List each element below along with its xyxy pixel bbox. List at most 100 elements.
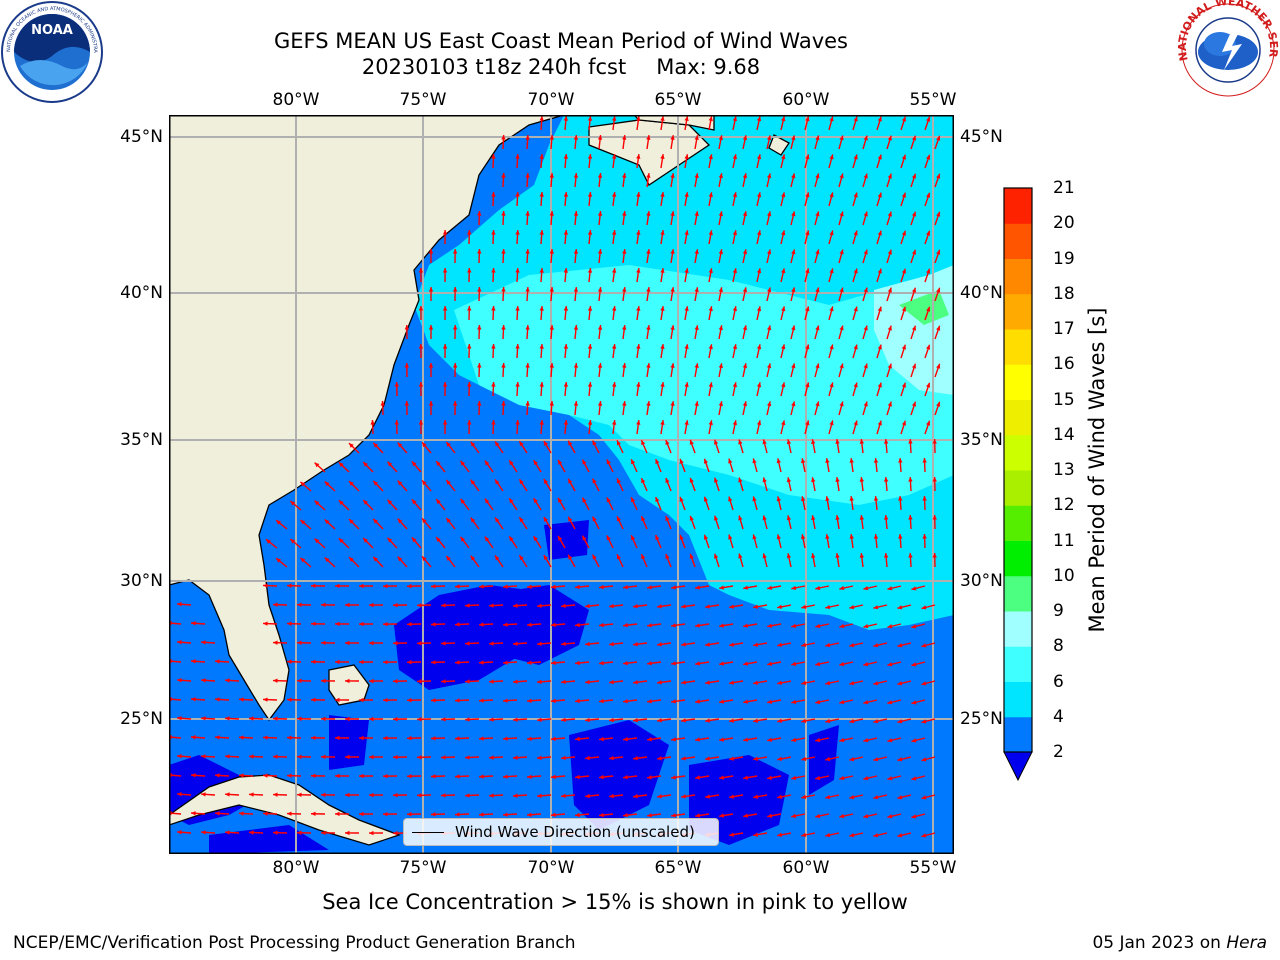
arrow-head (887, 325, 892, 331)
arrow-head (829, 154, 834, 160)
arrow-head (853, 420, 858, 426)
arrow-head (657, 756, 662, 761)
arrow-head (297, 640, 302, 645)
arrow-head (695, 585, 700, 590)
arrow-head (791, 813, 797, 818)
arrow-head (786, 477, 792, 483)
arrow-head (660, 116, 665, 121)
arrow-head (839, 737, 845, 743)
arrow-head (465, 603, 470, 608)
arrow-head (599, 812, 604, 818)
arrow-head (636, 344, 641, 349)
arrow-head (324, 557, 330, 563)
arrow-head (417, 717, 422, 722)
arrow-head (728, 534, 733, 540)
arrow-head (849, 642, 855, 648)
arrow-head (373, 480, 379, 486)
arrow-head (641, 478, 646, 484)
arrow-head (756, 268, 762, 274)
arrow-head (397, 480, 403, 486)
arrow-head (215, 697, 220, 702)
arrow-head (849, 756, 855, 762)
arrow-head (321, 678, 326, 684)
ocean-under-2s (169, 520, 839, 854)
arrow-head (695, 813, 700, 818)
arrow-head (573, 325, 579, 330)
arrow-head (501, 401, 506, 406)
arrow-head (527, 774, 532, 779)
arrow-head (752, 496, 757, 502)
arrow-head (201, 640, 206, 645)
arrow-head (582, 497, 587, 503)
arrow-head (539, 230, 544, 235)
arrow-head (694, 249, 699, 255)
arrow-head (887, 211, 892, 217)
arrow-head (670, 211, 675, 216)
arrow-head (777, 832, 783, 837)
arrow-head (646, 363, 651, 368)
lon-label-top: 65°W (654, 90, 702, 110)
arrow-head (825, 534, 830, 539)
arrow-head (177, 640, 182, 645)
arrow-head (829, 268, 834, 274)
arrow-head (616, 554, 621, 560)
arrow-head (597, 287, 603, 292)
arrow-head (791, 623, 797, 628)
colorbar (1003, 187, 1033, 782)
arrow-head (743, 699, 749, 704)
arrow-head (470, 441, 476, 447)
arrow-head (729, 832, 734, 837)
arrow-head (563, 154, 569, 159)
arrow-head (527, 660, 532, 665)
arrow-head (718, 325, 723, 331)
arrow-head (815, 813, 821, 819)
arrow-head (622, 401, 627, 406)
arrow-head (369, 678, 374, 684)
arrow-head (428, 287, 434, 292)
arrow-head (801, 604, 807, 610)
arrow-head (670, 363, 675, 368)
arrow-head (694, 211, 699, 217)
arrow-head (695, 737, 700, 742)
arrow-head (911, 738, 917, 743)
arrow-head (684, 344, 689, 350)
arrow-head (777, 642, 783, 647)
arrow-head (756, 154, 762, 160)
arrow-head (587, 382, 593, 387)
arrow-head (670, 135, 675, 140)
arrow-head (484, 460, 490, 466)
arrow-head (477, 363, 482, 368)
arrow-head (786, 553, 792, 559)
arrow-head (887, 401, 892, 407)
arrow-head (839, 775, 845, 781)
arrow-head (689, 439, 694, 445)
arrow-head (633, 756, 638, 761)
arrow-head (539, 420, 544, 425)
arrow-head (883, 477, 889, 482)
arrow-head (537, 679, 542, 684)
arrow-head (887, 700, 893, 705)
arrow-head (239, 773, 244, 778)
arrow-head (901, 116, 906, 122)
arrow-head (489, 641, 494, 646)
arrow-head (273, 716, 278, 721)
arrow-head (477, 401, 482, 406)
arrow-head (829, 420, 834, 426)
arrow-head (441, 603, 446, 608)
arrow-head (767, 737, 773, 742)
arrow-head (543, 478, 549, 484)
arrow-head (655, 459, 660, 465)
arrow-head (859, 553, 865, 558)
arrow-head (839, 173, 844, 179)
arrow-head (363, 499, 368, 505)
arrow-head (646, 325, 651, 330)
arrow-head (373, 442, 379, 448)
arrow-head (863, 624, 869, 629)
arrow-head (839, 813, 845, 819)
arrow-head (515, 192, 520, 197)
arrow-head (177, 830, 182, 835)
arrow-head (791, 737, 797, 742)
arrow-head (660, 154, 665, 159)
arrow-head (766, 401, 772, 407)
arrow-head (767, 699, 773, 704)
